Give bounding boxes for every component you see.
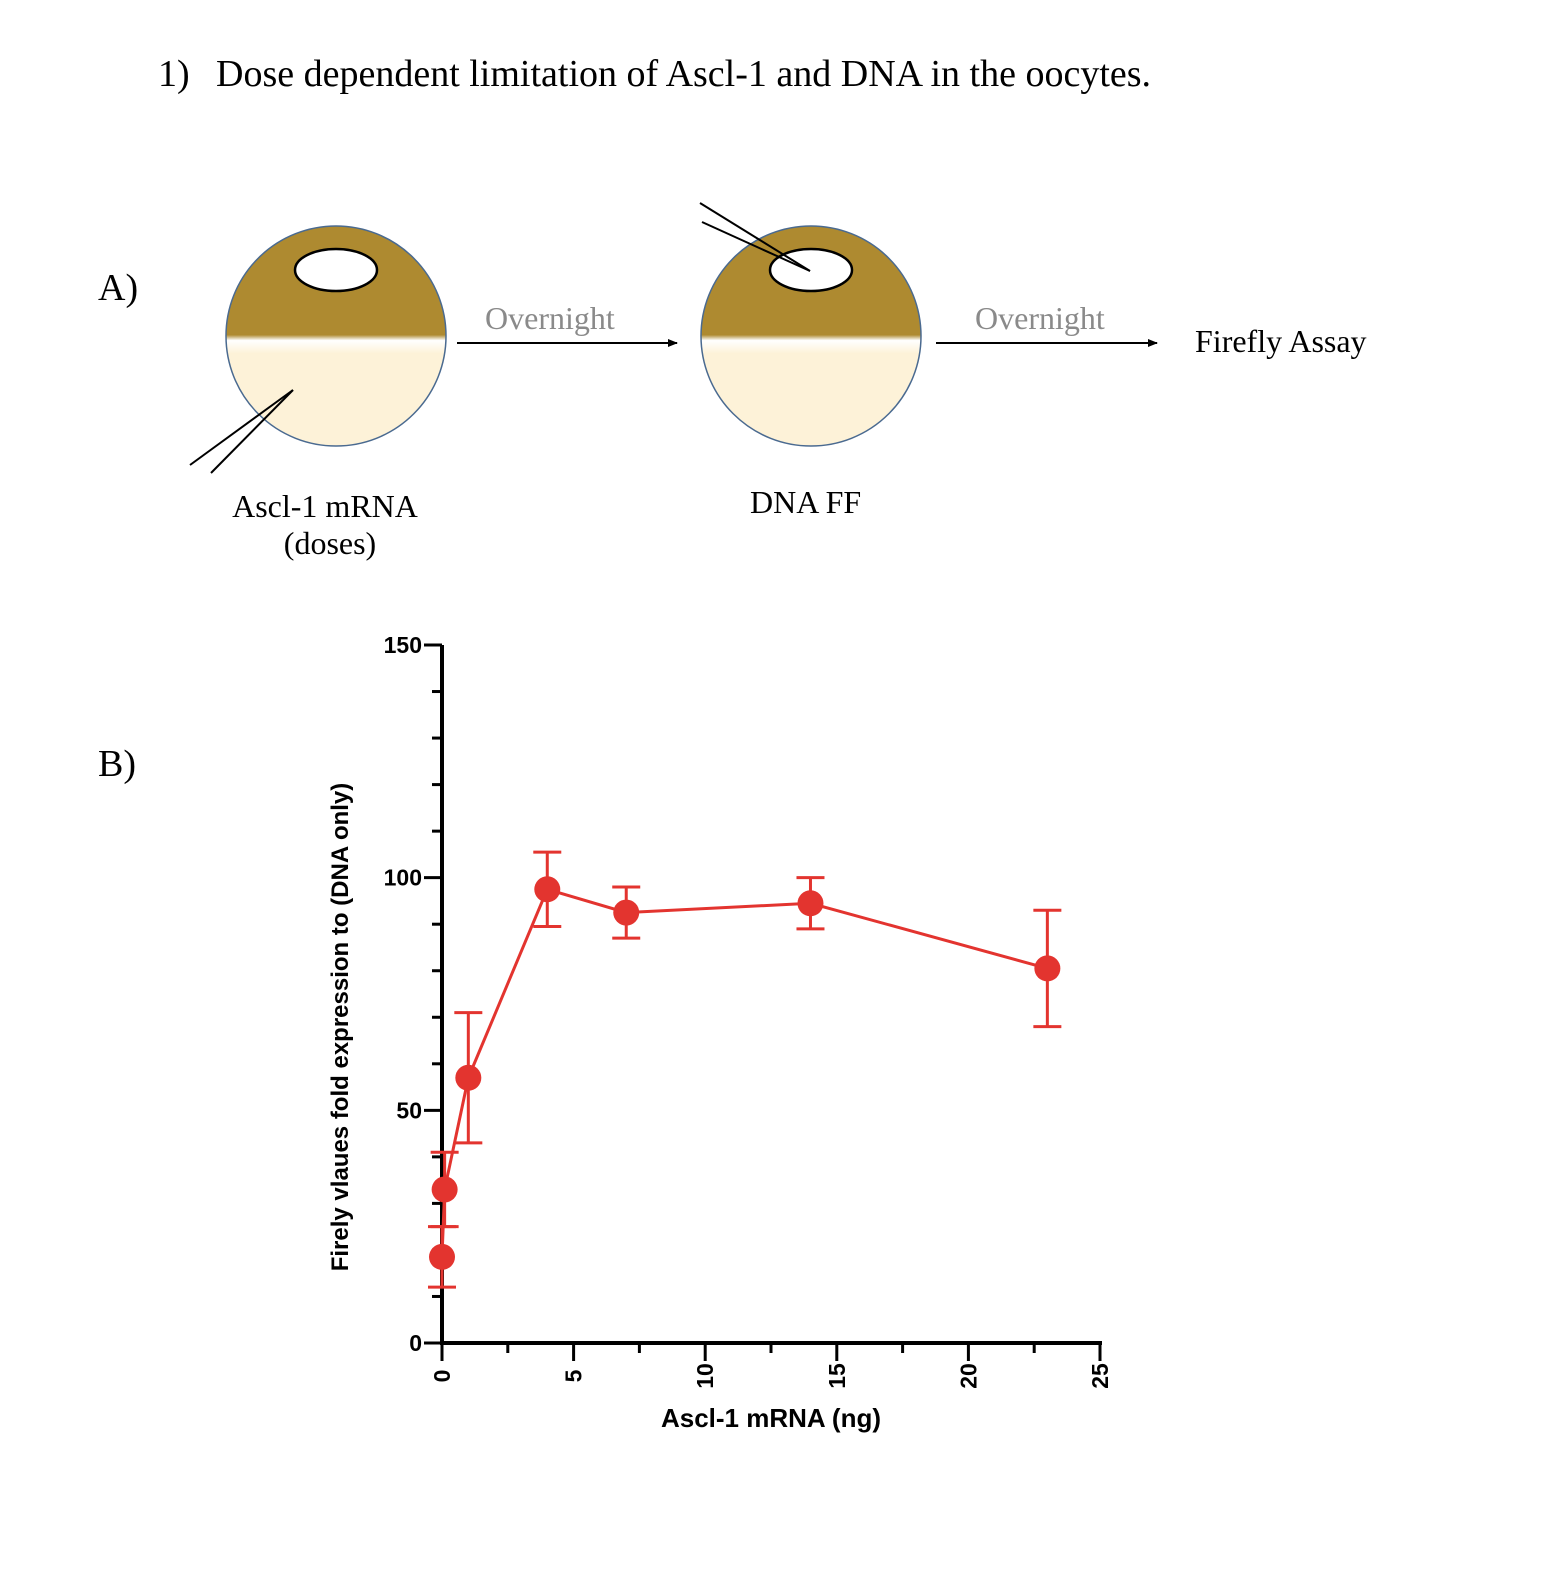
series-line (440, 887, 1048, 1257)
data-point (431, 1176, 458, 1203)
figure-heading: 1) Dose dependent limitation of Ascl-1 an… (158, 52, 1151, 96)
panel-b-label: B) (98, 743, 136, 785)
x-tick-label: 0 (429, 1370, 455, 1383)
dose-response-chart: 0 50 100 150 0 5 10 15 20 25 Ascl-1 mRNA (ng) Fi… (327, 632, 1113, 1433)
y-tick-label: 0 (409, 1330, 422, 1356)
panel-a-label: A) (98, 267, 139, 309)
y-tick-label: 150 (384, 632, 422, 658)
x-tick-label: 15 (824, 1363, 850, 1389)
y-tick-label: 50 (396, 1097, 422, 1123)
x-axis: 0 5 10 15 20 25 (429, 1341, 1113, 1389)
oocyte-dna-injection (699, 202, 922, 447)
mrna-label-line-2: (doses) (283, 525, 377, 561)
overnight-label-1: Overnight (485, 300, 615, 336)
overnight-label-2: Overnight (975, 300, 1105, 336)
data-point (455, 1064, 482, 1091)
data-point (534, 876, 561, 903)
injection-needle-icon (189, 389, 294, 474)
heading-number: 1) (158, 53, 190, 95)
mrna-injection-label: Ascl-1 mRNA (doses) (230, 488, 430, 562)
x-tick-label: 20 (955, 1363, 981, 1389)
x-tick-label: 10 (692, 1363, 718, 1389)
x-tick-label: 5 (561, 1369, 587, 1382)
x-tick-label: 25 (1087, 1363, 1113, 1389)
firefly-assay-label: Firefly Assay (1195, 323, 1367, 359)
dna-injection-label: DNA FF (750, 484, 862, 520)
data-point (1034, 955, 1061, 982)
nucleus-icon (293, 247, 379, 293)
y-tick-label: 100 (384, 865, 422, 891)
data-point (797, 890, 824, 917)
y-axis-title: Firely vlaues fold expression to (DNA on… (327, 783, 354, 1272)
series-layer (428, 850, 1062, 1289)
injection-needle-icon (699, 202, 811, 272)
nucleus-icon (768, 247, 854, 293)
x-axis-title: Ascl-1 mRNA (ng) (661, 1403, 881, 1433)
oocyte-mrna-injection (189, 225, 447, 474)
heading-text: Dose dependent limitation of Ascl-1 and … (216, 53, 1152, 95)
mrna-label-line-1: Ascl-1 mRNA (232, 488, 418, 524)
data-point (613, 899, 640, 926)
data-point (429, 1243, 455, 1270)
